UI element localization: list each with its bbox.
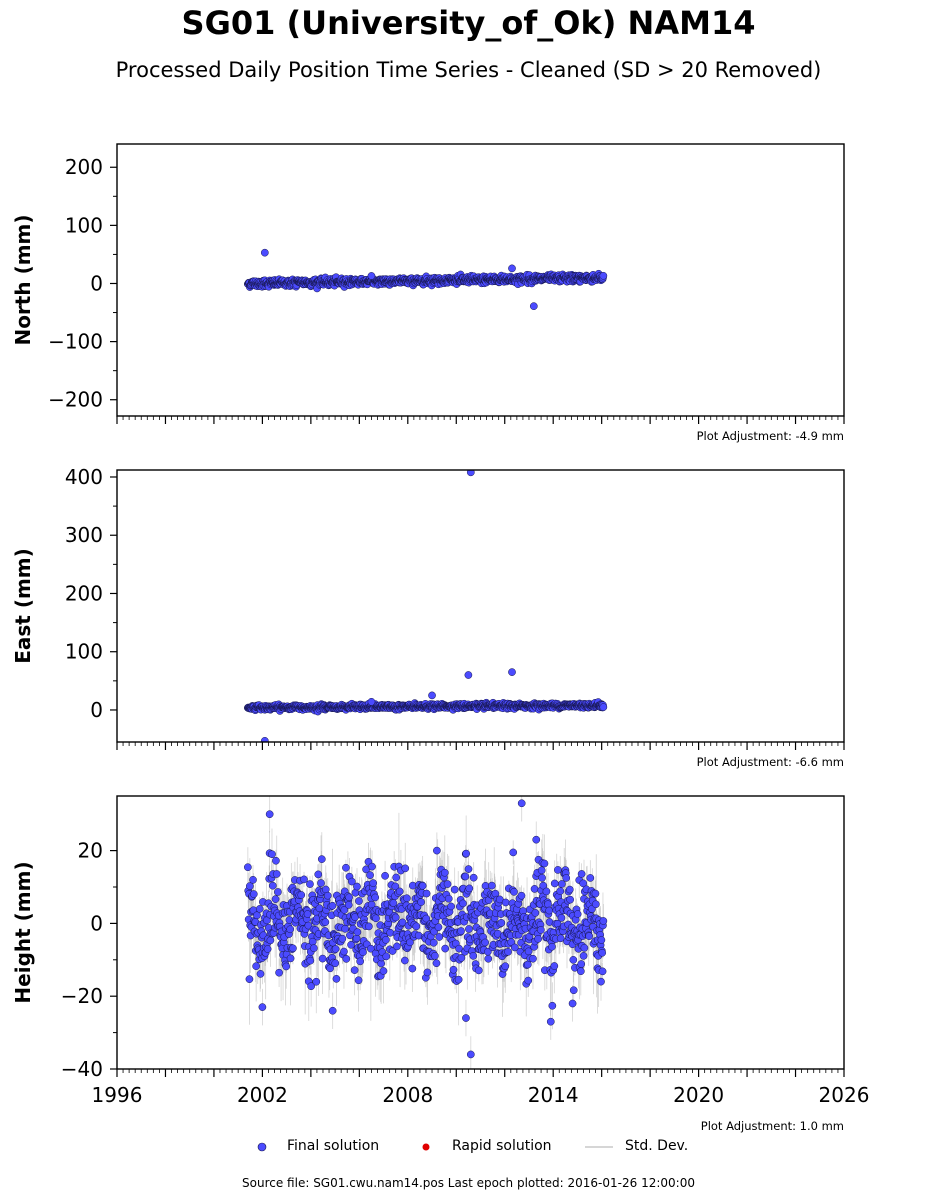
final-solution-point: [260, 248, 269, 257]
final-solution-point: [249, 890, 258, 898]
final-solution-point: [508, 668, 516, 676]
y-axis-label: North (mm): [11, 214, 35, 345]
final-solution-point: [253, 911, 261, 920]
final-solution-point: [599, 271, 608, 280]
final-solution-point: [303, 910, 312, 918]
final-solution-point: [275, 968, 283, 977]
y-tick-label: 400: [65, 465, 103, 489]
final-solution-point: [428, 691, 436, 700]
chart-title: SG01 (University_of_Ok) NAM14: [181, 4, 756, 42]
final-solution-point: [466, 470, 475, 477]
final-solution-point: [245, 975, 254, 983]
final-solution-point: [289, 944, 297, 953]
y-tick-label: 200: [65, 155, 103, 179]
final-solution-point: [255, 905, 264, 913]
y-tick-label: −200: [48, 388, 103, 412]
panel-north: 200 100 0 −100 −200 North (mm) Plot Adjustment…: [11, 143, 845, 443]
final-solution-point: [508, 264, 516, 273]
final-solution-point: [310, 944, 318, 952]
final-solution-point: [314, 870, 323, 879]
final-solution-point: [286, 925, 295, 934]
final-solution-point: [268, 850, 276, 859]
y-axis-label: East (mm): [11, 548, 35, 664]
final-solution-point: [260, 736, 269, 742]
final-solution-point: [529, 302, 538, 311]
final-solution-point: [304, 921, 313, 930]
panel-east: 400 300 200 100 0 East (mm) Plot Adjustment: -…: [11, 465, 845, 769]
final-solution-point: [307, 982, 315, 991]
final-solution-point: [464, 671, 473, 679]
data-points: [244, 470, 608, 742]
y-tick-label: 300: [65, 523, 103, 547]
y-tick-label: −100: [48, 330, 103, 354]
final-solution-point: [272, 870, 281, 878]
final-solution-point: [268, 881, 277, 890]
final-solution-point: [599, 703, 608, 711]
final-solution-point: [306, 880, 314, 888]
y-tick-label: 0: [90, 271, 103, 295]
plot-adjustment-note: Plot Adjustment: -4.9 mm: [697, 429, 844, 443]
y-tick-label: 100: [65, 213, 103, 237]
final-solution-point: [256, 970, 265, 978]
final-solution-point: [367, 697, 376, 706]
chart-subtitle: Processed Daily Position Time Series - C…: [115, 58, 822, 82]
final-solution-point: [266, 936, 275, 945]
final-solution-point: [272, 856, 280, 865]
data-points: [244, 796, 608, 1069]
final-solution-point: [312, 977, 321, 986]
y-tick-label: 100: [65, 640, 103, 664]
final-solution-point: [306, 956, 315, 965]
y-tick-label: 0: [90, 698, 103, 722]
final-solution-point: [263, 945, 272, 953]
final-solution-point: [367, 272, 376, 280]
plot-adjustment-note: Plot Adjustment: -6.6 mm: [697, 755, 844, 769]
final-solution-point: [244, 863, 252, 872]
y-tick-label: 200: [65, 581, 103, 605]
final-solution-point: [300, 875, 308, 884]
final-solution-point: [245, 882, 254, 890]
final-solution-point: [297, 891, 306, 899]
final-solution-point: [249, 876, 257, 884]
data-points: [244, 248, 608, 311]
final-solution-point: [282, 962, 291, 971]
final-solution-point: [252, 962, 261, 970]
final-solution-point: [274, 888, 282, 896]
final-solution-point: [286, 954, 295, 963]
final-solution-point: [271, 895, 280, 903]
